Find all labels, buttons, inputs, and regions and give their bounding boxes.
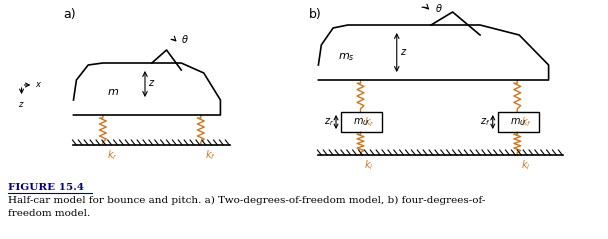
Bar (341, 112, 382, 132)
Text: b): b) (309, 8, 322, 21)
Text: $k_i$: $k_i$ (364, 158, 374, 172)
Text: $\theta$: $\theta$ (181, 33, 189, 45)
Text: x: x (35, 80, 40, 88)
Text: z: z (399, 47, 405, 57)
Text: $k_f$: $k_f$ (521, 115, 532, 129)
Text: FIGURE 15.4: FIGURE 15.4 (8, 183, 84, 192)
Text: $\theta$: $\theta$ (435, 2, 443, 14)
Text: $z_r$: $z_r$ (324, 116, 334, 128)
Text: $m_s$: $m_s$ (338, 51, 354, 63)
Text: Half-car model for bounce and pitch. a) Two-degrees-of-freedom model, b) four-de: Half-car model for bounce and pitch. a) … (8, 196, 485, 205)
Text: $m_U$: $m_U$ (510, 116, 527, 128)
Text: $z_f$: $z_f$ (480, 116, 491, 128)
Text: $k_r$: $k_r$ (107, 148, 117, 162)
Text: $k_f$: $k_f$ (205, 148, 216, 162)
Text: $k_i$: $k_i$ (521, 158, 531, 172)
Text: a): a) (64, 8, 76, 21)
Text: freedom model.: freedom model. (8, 209, 90, 218)
Text: m: m (107, 87, 118, 97)
Text: $m_U$: $m_U$ (353, 116, 370, 128)
Text: $k_r$: $k_r$ (364, 115, 375, 129)
Text: z: z (148, 78, 153, 88)
Bar (498, 112, 539, 132)
Text: z: z (18, 100, 22, 109)
